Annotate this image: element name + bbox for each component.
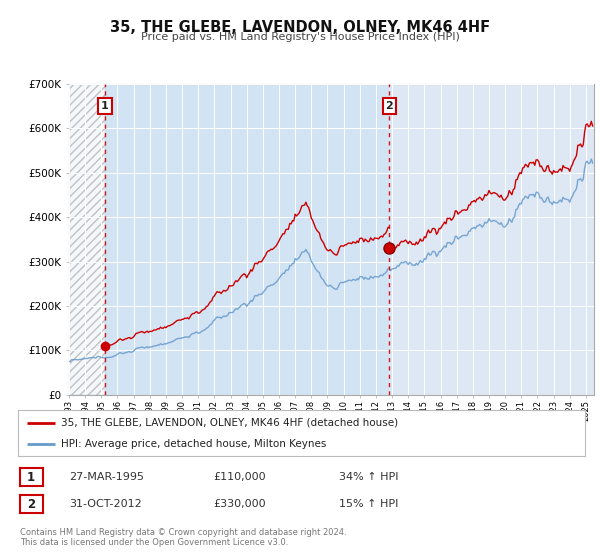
Text: 1: 1 [101,101,109,111]
Text: 15% ↑ HPI: 15% ↑ HPI [339,499,398,509]
Text: 2: 2 [385,101,393,111]
Text: 2: 2 [27,497,35,511]
Bar [69,84,105,395]
Text: £110,000: £110,000 [213,472,266,482]
Text: 35, THE GLEBE, LAVENDON, OLNEY, MK46 4HF: 35, THE GLEBE, LAVENDON, OLNEY, MK46 4HF [110,20,490,35]
Bar [105,84,389,395]
Text: 31-OCT-2012: 31-OCT-2012 [69,499,142,509]
Text: 27-MAR-1995: 27-MAR-1995 [69,472,144,482]
Text: 1: 1 [27,470,35,484]
Text: 34% ↑ HPI: 34% ↑ HPI [339,472,398,482]
Text: Price paid vs. HM Land Registry's House Price Index (HPI): Price paid vs. HM Land Registry's House … [140,32,460,43]
Bar [389,84,594,395]
Text: £330,000: £330,000 [213,499,266,509]
Text: HPI: Average price, detached house, Milton Keynes: HPI: Average price, detached house, Milt… [61,439,326,449]
Text: Contains HM Land Registry data © Crown copyright and database right 2024.
This d: Contains HM Land Registry data © Crown c… [20,528,346,547]
Text: 35, THE GLEBE, LAVENDON, OLNEY, MK46 4HF (detached house): 35, THE GLEBE, LAVENDON, OLNEY, MK46 4HF… [61,418,398,428]
